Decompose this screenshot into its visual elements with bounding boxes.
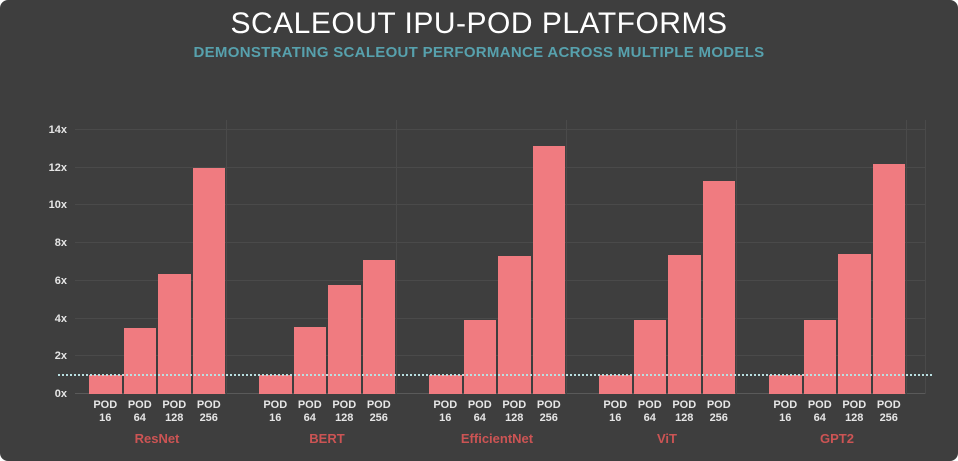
bar-group-ResNet: POD 16 POD 64 POD 128 POD 256 ResNet xyxy=(75,120,245,446)
bar-labels-row-ResNet: POD 16 POD 64 POD 128 POD 256 xyxy=(89,399,225,425)
bar-BERT-POD-128 xyxy=(328,284,361,394)
bar-ResNet-POD-16 xyxy=(89,375,122,394)
y-tick-label-12x: 12x xyxy=(48,161,67,174)
reference-line-1x xyxy=(58,374,932,377)
x-tick-label: POD 64 xyxy=(127,399,152,424)
group-label-GPT2: GPT2 xyxy=(820,431,854,446)
category-separator xyxy=(566,120,567,394)
x-tick-label: POD 16 xyxy=(93,399,118,424)
bar-EfficientNet-POD-16 xyxy=(429,375,462,394)
bar-BERT-POD-16 xyxy=(259,375,292,394)
y-tick-label-14x: 14x xyxy=(48,124,67,136)
bars-block-GPT2 xyxy=(769,120,905,394)
x-tick-label: POD 128 xyxy=(332,399,357,424)
gridline-12x xyxy=(75,166,925,168)
chart-title: SCALEOUT IPU-POD PLATFORMS xyxy=(230,7,728,40)
bar-group-GPT2: POD 16 POD 64 POD 128 POD 256 GPT2 xyxy=(755,120,925,446)
bar-labels-row-BERT: POD 16 POD 64 POD 128 POD 256 xyxy=(259,399,395,425)
y-tick-label-4x: 4x xyxy=(54,312,67,325)
y-tick-label-8x: 8x xyxy=(54,237,67,250)
chart-subtitle: DEMONSTRATING SCALEOUT PERFORMANCE ACROS… xyxy=(193,44,765,61)
x-tick-label: POD 64 xyxy=(297,399,322,424)
x-tick-label: POD 256 xyxy=(536,399,561,424)
x-tick-label: POD 16 xyxy=(263,399,288,424)
bar-group-BERT: POD 16 POD 64 POD 128 POD 256 BERT xyxy=(245,120,415,446)
bar-labels-row-EfficientNet: POD 16 POD 64 POD 128 POD 256 xyxy=(429,399,565,425)
gridline-8x xyxy=(75,242,925,244)
bar-ViT-POD-64 xyxy=(633,319,666,394)
category-separator xyxy=(906,120,907,394)
y-tick-label-0x: 0x xyxy=(54,388,67,400)
bar-GPT2-POD-256 xyxy=(872,163,905,394)
plot-area: 0x 2x 4x 6x 8x 10x 12x 14x POD 16 POD 64 POD 128 PO… xyxy=(49,120,932,446)
bars-block-ResNet xyxy=(89,120,225,394)
gridline-14x xyxy=(75,129,925,130)
x-tick-label: POD 16 xyxy=(433,399,458,424)
bar-GPT2-POD-64 xyxy=(803,320,836,394)
bar-ResNet-POD-128 xyxy=(158,274,191,394)
gridline-10x xyxy=(75,204,925,206)
bars-block-BERT xyxy=(259,120,395,394)
x-tick-label: POD 16 xyxy=(773,399,798,424)
x-tick-label: POD 128 xyxy=(162,399,187,424)
bar-labels-row-ViT: POD 16 POD 64 POD 128 POD 256 xyxy=(599,399,735,425)
x-tick-label: POD 128 xyxy=(672,399,697,424)
bar-ResNet-POD-64 xyxy=(123,328,156,394)
x-tick-label: POD 64 xyxy=(807,399,832,424)
bar-GPT2-POD-16 xyxy=(769,375,802,394)
category-separator xyxy=(226,120,227,394)
y-tick-label-10x: 10x xyxy=(48,199,67,212)
x-tick-label: POD 128 xyxy=(842,399,867,424)
bars-block-EfficientNet xyxy=(429,120,565,394)
x-tick-label: POD 256 xyxy=(196,399,221,424)
bar-BERT-POD-256 xyxy=(362,260,395,394)
bar-labels-row-GPT2: POD 16 POD 64 POD 128 POD 256 xyxy=(769,399,905,425)
x-tick-label: POD 64 xyxy=(467,399,492,424)
category-separator xyxy=(736,120,737,394)
y-tick-label-6x: 6x xyxy=(54,274,67,287)
bar-EfficientNet-POD-256 xyxy=(532,146,565,394)
bar-group-EfficientNet: POD 16 POD 64 POD 128 POD 256 EfficientNet xyxy=(415,120,585,446)
bars-block-ViT xyxy=(599,120,735,394)
x-tick-label: POD 256 xyxy=(706,399,731,424)
bar-ViT-POD-256 xyxy=(702,180,735,394)
x-tick-label: POD 128 xyxy=(502,399,527,424)
bar-ResNet-POD-256 xyxy=(192,167,225,394)
bar-ViT-POD-16 xyxy=(599,375,632,394)
x-tick-label: POD 256 xyxy=(366,399,391,424)
group-label-BERT: BERT xyxy=(309,431,345,446)
bar-group-ViT: POD 16 POD 64 POD 128 POD 256 ViT xyxy=(585,120,755,446)
x-tick-label: POD 64 xyxy=(637,399,662,424)
group-label-ResNet: ResNet xyxy=(134,431,180,446)
x-tick-label: POD 256 xyxy=(876,399,901,424)
y-tick-label-2x: 2x xyxy=(54,350,67,363)
bar-BERT-POD-64 xyxy=(293,327,326,394)
group-label-ViT: ViT xyxy=(657,431,677,446)
category-separator xyxy=(396,120,397,394)
group-label-EfficientNet: EfficientNet xyxy=(460,431,534,446)
bar-GPT2-POD-128 xyxy=(838,254,871,394)
bar-ViT-POD-128 xyxy=(668,255,701,394)
x-tick-label: POD 16 xyxy=(603,399,628,424)
bar-EfficientNet-POD-64 xyxy=(463,320,496,394)
bar-EfficientNet-POD-128 xyxy=(498,256,531,394)
